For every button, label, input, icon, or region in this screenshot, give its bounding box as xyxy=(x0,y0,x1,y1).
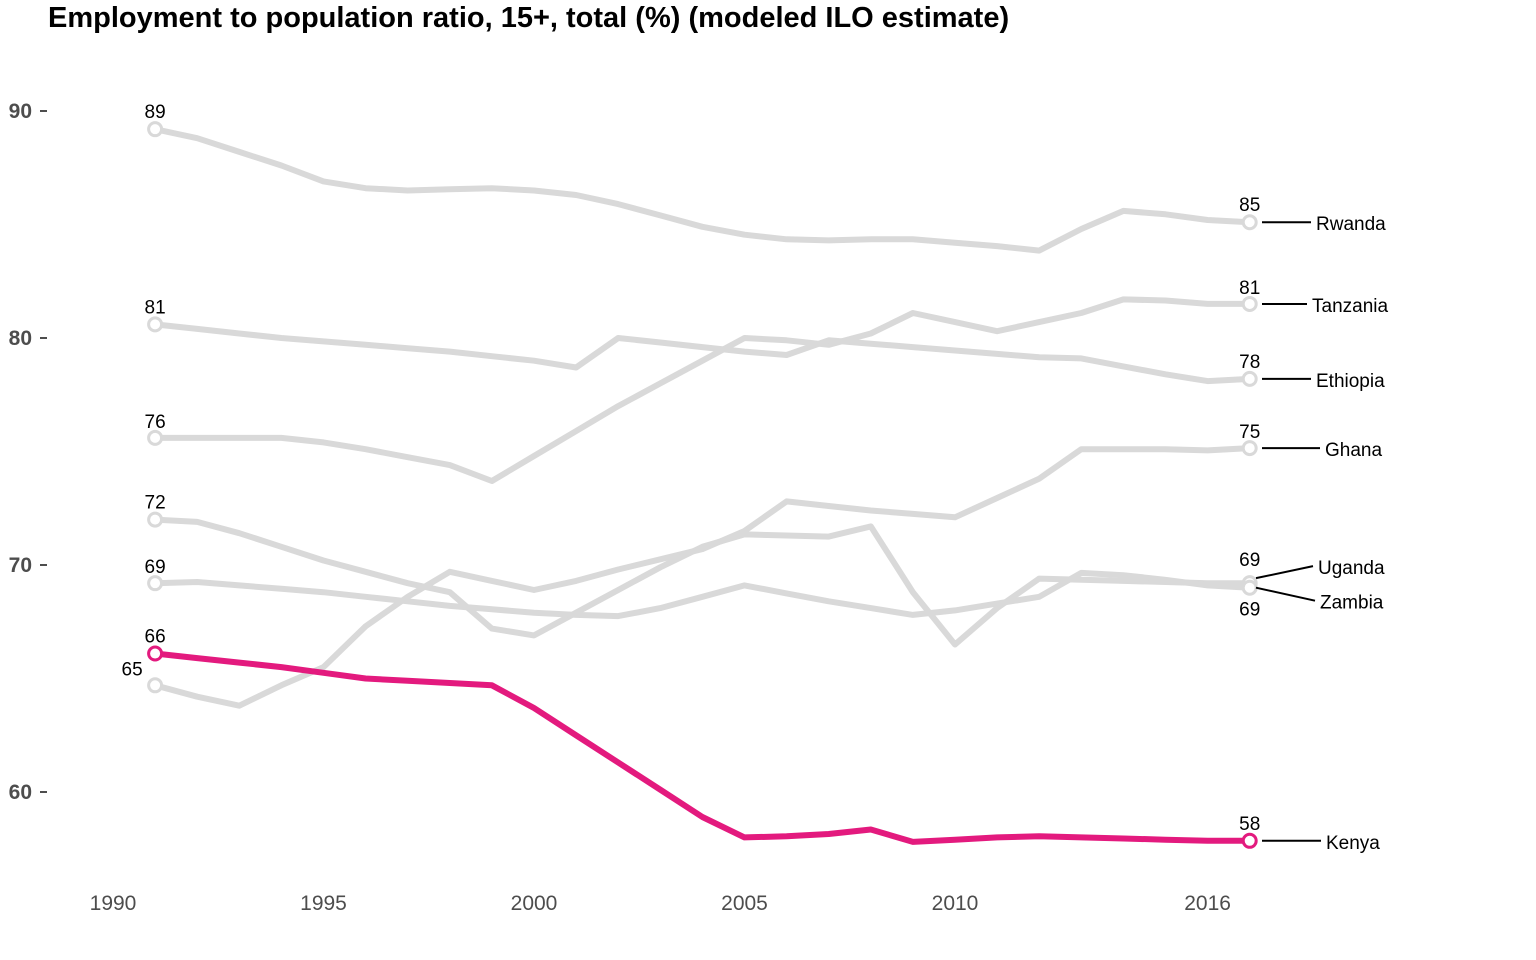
start-point-ethiopia xyxy=(147,316,164,333)
callout-label-uganda: Uganda xyxy=(1318,558,1385,579)
y-tick-label: 80 xyxy=(9,327,32,350)
start-point-tanzania xyxy=(147,429,164,446)
end-value-label-ethiopia: 78 xyxy=(1239,352,1260,373)
x-tick-label: 1990 xyxy=(90,892,137,915)
end-value-label-kenya: 58 xyxy=(1239,814,1260,835)
start-value-label-uganda: 72 xyxy=(145,493,166,514)
x-tick-label: 2016 xyxy=(1184,892,1231,915)
start-value-label-zambia: 69 xyxy=(145,557,166,578)
y-tick-label: 70 xyxy=(9,554,32,577)
end-value-label-zambia: 69 xyxy=(1239,600,1260,621)
end-point-rwanda xyxy=(1241,214,1258,231)
callout-label-ethiopia: Ethiopia xyxy=(1316,371,1385,392)
callout-line-uganda xyxy=(1255,565,1314,580)
y-tick-label: 60 xyxy=(9,781,32,804)
value-labels: 89 85 76 81 81 78 65 75 72 69 69 69 66 58 xyxy=(122,102,1261,835)
callout-line-zambia xyxy=(1255,586,1316,602)
x-tick-label: 2010 xyxy=(932,892,979,915)
end-point-kenya xyxy=(1241,832,1258,849)
background-series xyxy=(152,126,1253,709)
series-line-kenya xyxy=(152,650,1253,845)
y-tick-label: 90 xyxy=(9,100,32,123)
series-line-tanzania xyxy=(152,296,1253,484)
series-line-zambia xyxy=(152,569,1253,620)
start-value-label-ethiopia: 81 xyxy=(145,297,166,318)
start-point-ghana xyxy=(147,677,164,694)
x-tick-label: 2000 xyxy=(511,892,558,915)
end-point-tanzania xyxy=(1241,295,1258,312)
end-value-label-tanzania: 81 xyxy=(1239,278,1260,299)
end-value-label-rwanda: 85 xyxy=(1239,195,1260,216)
x-tick-label: 1995 xyxy=(300,892,347,915)
series-line-ghana xyxy=(152,445,1253,709)
start-value-label-kenya: 66 xyxy=(145,627,166,648)
callout-label-zambia: Zambia xyxy=(1320,593,1384,614)
callout-label-kenya: Kenya xyxy=(1326,833,1380,854)
end-value-label-uganda: 69 xyxy=(1239,550,1260,571)
end-point-ghana xyxy=(1241,440,1258,457)
start-point-uganda xyxy=(147,511,164,528)
series-line-rwanda xyxy=(152,126,1253,254)
start-value-label-rwanda: 89 xyxy=(145,102,166,123)
start-point-zambia xyxy=(147,575,164,592)
start-point-kenya xyxy=(147,645,164,662)
start-value-label-tanzania: 76 xyxy=(145,412,166,433)
axes: 60 70 80 90 1990 1995 2000 2005 2010 2016 xyxy=(9,100,1231,915)
chart-title: Employment to population ratio, 15+, tot… xyxy=(48,2,1010,34)
country-callouts: Rwanda Tanzania Ethiopia Ghana Uganda Zambia K… xyxy=(1255,214,1388,854)
callout-label-tanzania: Tanzania xyxy=(1312,296,1388,317)
series-line-ethiopia xyxy=(152,321,1253,385)
series-line-uganda xyxy=(152,516,1253,648)
start-value-label-ghana: 65 xyxy=(122,659,143,680)
end-value-label-ghana: 75 xyxy=(1239,422,1260,443)
end-point-ethiopia xyxy=(1241,370,1258,387)
start-point-rwanda xyxy=(147,121,164,138)
x-tick-label: 2005 xyxy=(721,892,768,915)
end-point-zambia xyxy=(1241,579,1258,596)
highlight-series xyxy=(152,650,1253,845)
callout-label-rwanda: Rwanda xyxy=(1316,214,1386,235)
callout-label-ghana: Ghana xyxy=(1325,440,1382,461)
endpoint-markers xyxy=(147,121,1258,849)
